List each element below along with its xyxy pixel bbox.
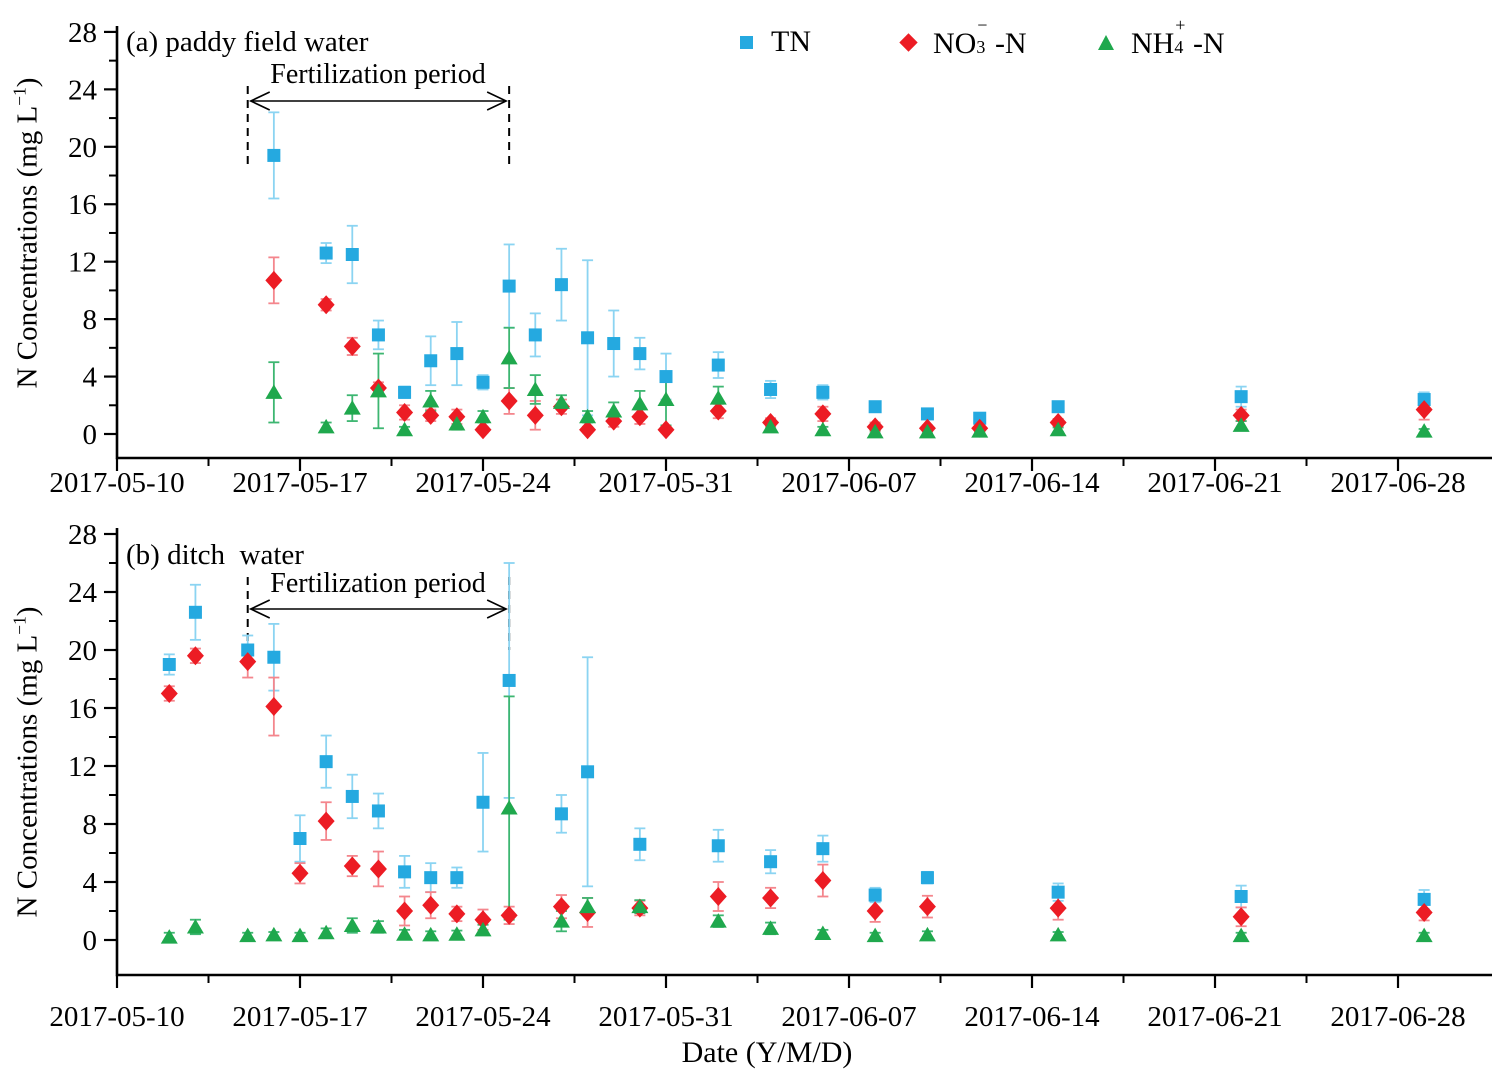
panel-b-plot: 2017-05-10 2017-05-17 2017-05-24 2017-05-31…: [49, 519, 1492, 1033]
panel-a-title: (a) paddy field water: [126, 26, 369, 58]
svg-text:2017-05-17: 2017-05-17: [232, 467, 367, 499]
svg-text:2017-06-21: 2017-06-21: [1147, 467, 1282, 499]
svg-text:2017-06-28: 2017-06-28: [1330, 467, 1465, 499]
svg-text:0: 0: [83, 925, 98, 957]
legend-item-nh4: NH 4 + -N: [1095, 15, 1225, 60]
svg-text:24: 24: [68, 577, 98, 609]
svg-text:2017-05-10: 2017-05-10: [49, 1001, 184, 1033]
legend-item-tn: TN: [735, 24, 811, 60]
svg-text:20: 20: [68, 132, 97, 164]
legend: TN NO 3− -N NH 4 + -N: [0, 0, 1492, 70]
y-axis-title-a: N Concentrations (mg L−1): [9, 77, 44, 389]
svg-text:2017-06-07: 2017-06-07: [781, 1001, 916, 1033]
x-axis-title: Date (Y/M/D): [681, 1036, 853, 1069]
panel-a-plot: 2017-05-10 2017-05-17 2017-05-24 2017-05-31…: [49, 17, 1492, 499]
svg-text:2017-06-14: 2017-06-14: [964, 467, 1100, 499]
legend-label-tn: TN: [771, 25, 811, 58]
svg-text:24: 24: [68, 74, 98, 106]
svg-text:0: 0: [83, 419, 98, 451]
svg-text:4: 4: [83, 362, 98, 394]
y-axis-title-b: N Concentrations (mg L−1): [9, 606, 44, 918]
svg-text:4: 4: [83, 867, 98, 899]
fertilization-period-label-a: Fertilization period: [270, 59, 486, 90]
svg-text:8: 8: [83, 304, 98, 336]
svg-text:2017-05-24: 2017-05-24: [415, 1001, 551, 1033]
legend-item-no3: NO 3− -N: [897, 15, 1027, 60]
legend-label-no3: NO 3− -N: [933, 15, 1027, 60]
svg-text:2017-05-31: 2017-05-31: [598, 1001, 733, 1033]
svg-text:28: 28: [68, 519, 97, 551]
svg-text:20: 20: [68, 635, 97, 667]
svg-text:2017-05-10: 2017-05-10: [49, 467, 184, 499]
svg-text:16: 16: [68, 693, 97, 725]
svg-text:2017-06-07: 2017-06-07: [781, 467, 916, 499]
tn-square-icon: [735, 31, 757, 53]
svg-text:8: 8: [83, 809, 98, 841]
svg-text:2017-06-21: 2017-06-21: [1147, 1001, 1282, 1033]
svg-text:16: 16: [68, 189, 97, 221]
fertilization-period-label-b: Fertilization period: [270, 568, 486, 599]
nh4-triangle-icon: [1095, 31, 1117, 53]
panel-b-title: (b) ditch water: [126, 539, 304, 571]
legend-label-nh4: NH 4 + -N: [1131, 15, 1225, 60]
svg-text:2017-05-17: 2017-05-17: [232, 1001, 367, 1033]
no3-diamond-icon: [897, 31, 919, 53]
svg-text:2017-05-31: 2017-05-31: [598, 467, 733, 499]
svg-text:28: 28: [68, 17, 97, 49]
svg-text:12: 12: [68, 247, 97, 279]
svg-text:12: 12: [68, 751, 97, 783]
svg-text:2017-05-24: 2017-05-24: [415, 467, 551, 499]
svg-text:2017-06-28: 2017-06-28: [1330, 1001, 1465, 1033]
svg-text:2017-06-14: 2017-06-14: [964, 1001, 1100, 1033]
